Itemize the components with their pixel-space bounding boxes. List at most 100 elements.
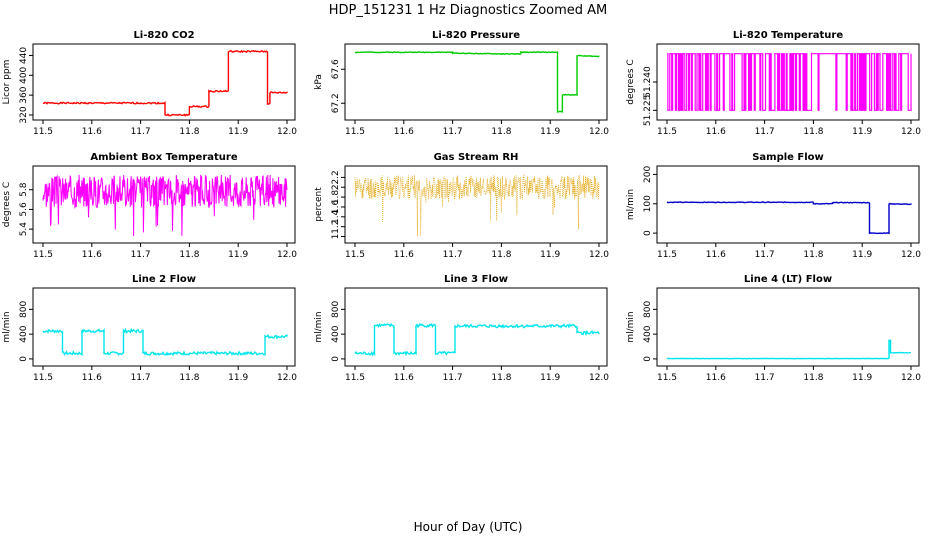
x-tick-label: 11.6 [82,250,102,260]
x-tick-label: 11.5 [657,250,677,260]
panel-ambient: Ambient Box Temperature degrees C 11.5 11.6… [2,152,297,260]
series-rh [354,174,600,237]
x-tick-label: 11.5 [657,127,677,137]
plot-frame [32,43,296,121]
x-tick-label: 11.8 [491,373,511,383]
y-tick-label: 2.2 [331,170,341,184]
main-xlabel: Hour of Day (UTC) [414,520,523,534]
y-tick-label: 440 [19,47,29,64]
y-tick-label: 400 [19,325,29,342]
x-tick-label: 11.8 [491,250,511,260]
x-tick-label: 11.9 [540,373,560,383]
y-tick-label: 51.225 [643,95,653,127]
plot-title: Ambient Box Temperature [90,152,237,163]
y-tick-label: 0 [643,356,653,362]
y-axis-label: ml/min [2,311,12,342]
x-tick-label: 11.6 [706,373,726,383]
x-tick-label: 12.0 [277,127,297,137]
y-tick-label: 800 [19,300,29,317]
y-tick-label: 400 [643,325,653,342]
panel-co2: Li-820 CO2 Licor ppm 11.5 11.6 11.7 11.8 11.9 1… [2,30,297,137]
plot-frame [656,165,920,244]
y-tick-label: 51.240 [643,66,653,98]
x-tick-label: 11.5 [345,127,365,137]
y-tick-label: 800 [643,300,653,317]
panel-line4: Line 4 (LT) Flow ml/min 11.5 11.6 11.7 11.8 11… [626,274,921,383]
y-axis-label: percent [314,187,324,222]
x-tick-label: 11.5 [33,250,53,260]
x-tick-label: 11.9 [852,373,872,383]
y-tick-label: 2 [331,184,341,190]
y-tick-label: 200 [643,166,653,183]
series-temperature [667,53,912,111]
plot-title: Gas Stream RH [434,152,519,163]
x-tick-label: 11.9 [228,127,248,137]
y-tick-label: 5.6 [19,202,29,217]
x-tick-label: 12.0 [589,250,609,260]
x-tick-label: 11.9 [540,250,560,260]
y-axis-label: ml/min [626,189,636,220]
plot-title: Line 2 Flow [132,274,196,285]
panel-line3: Line 3 Flow ml/min 11.5 11.6 11.7 11.8 11.9 12.… [314,274,609,383]
x-tick-label: 11.9 [228,250,248,260]
panel-pressure: Li-820 Pressure kPa 11.5 11.6 11.7 11.8 11.9 12… [314,30,609,137]
x-tick-label: 12.0 [277,373,297,383]
x-tick-label: 11.8 [179,250,199,260]
y-tick-label: 67.2 [331,93,341,113]
y-tick-label: 0 [19,356,29,362]
series-line3 [354,322,600,357]
x-tick-label: 11.8 [491,127,511,137]
plot-title: Sample Flow [752,152,824,163]
plot-frame [32,287,296,367]
x-tick-label: 11.5 [33,373,53,383]
y-tick-label: 360 [19,86,29,103]
x-tick-label: 11.9 [852,127,872,137]
x-tick-label: 11.8 [179,127,199,137]
x-tick-label: 12.0 [589,127,609,137]
x-tick-label: 11.7 [755,373,775,383]
panel-temperature: Li-820 Temperature degrees C 11.5 11.6 11.7 1… [626,30,921,137]
y-tick-label: 1.2 [331,220,341,234]
x-tick-label: 11.6 [394,250,414,260]
x-tick-label: 11.7 [443,127,463,137]
plot-title: Line 3 Flow [444,274,508,285]
y-tick-label: 800 [331,300,341,317]
main-title: HDP_151231 1 Hz Diagnostics Zoomed AM [329,3,608,18]
panel-sample_flow: Sample Flow ml/min 11.5 11.6 11.7 11.8 11.9 12.… [626,152,921,260]
plot-frame [32,165,296,244]
y-axis-label: ml/min [314,311,324,342]
x-tick-label: 11.6 [82,373,102,383]
y-axis-label: degrees C [2,182,12,227]
plot-frame [344,165,608,244]
x-tick-label: 11.5 [345,250,365,260]
plot-title: Li-820 Temperature [733,30,843,41]
y-tick-label: 320 [19,106,29,123]
panel-line2: Line 2 Flow ml/min 11.5 11.6 11.7 11.8 11.9 12.… [2,274,297,383]
x-tick-label: 11.6 [706,127,726,137]
x-tick-label: 11.5 [33,127,53,137]
x-tick-label: 11.8 [803,127,823,137]
y-tick-label: 100 [643,195,653,212]
series-pressure [354,50,600,113]
y-tick-label: 400 [331,325,341,342]
x-tick-label: 11.5 [345,373,365,383]
x-tick-label: 11.9 [852,250,872,260]
series-sample_flow [666,201,912,235]
y-tick-label: 1.6 [331,200,341,215]
x-tick-label: 11.7 [131,373,151,383]
x-tick-label: 11.9 [540,127,560,137]
x-tick-label: 11.7 [131,127,151,137]
x-tick-label: 11.6 [394,127,414,137]
y-tick-label: 1 [331,234,341,240]
plot-title: Li-820 Pressure [432,30,520,41]
y-axis-label: Licor ppm [2,60,12,105]
plot-frame [344,43,608,121]
x-tick-label: 12.0 [901,250,921,260]
x-tick-label: 11.8 [803,250,823,260]
x-tick-label: 11.7 [443,373,463,383]
y-axis-label: degrees C [626,59,636,104]
y-axis-label: ml/min [626,311,636,342]
x-tick-label: 11.7 [131,250,151,260]
